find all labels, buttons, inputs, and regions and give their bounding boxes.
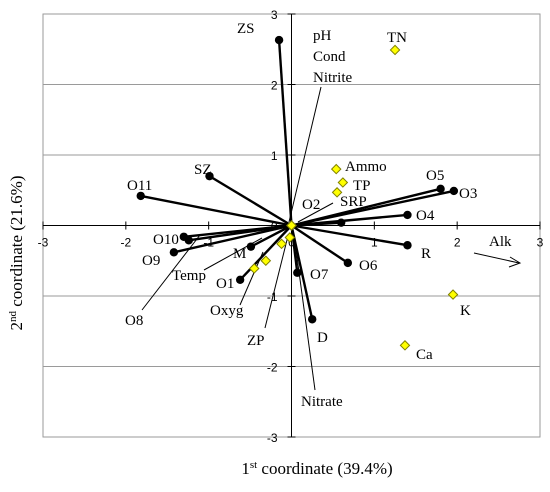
site-vector-r [291,224,408,247]
point-label-k: K [460,303,471,319]
point-label-ca: Ca [416,347,433,363]
variable-marker-tp [337,177,349,188]
leader-line-zp [264,235,289,329]
y-axis-title: 2nd coordinate (21.6%) [7,176,26,331]
point-label-o5: O5 [426,168,444,184]
site-point-r [403,241,412,250]
data-points [136,35,459,351]
leader-line-srp [297,202,334,223]
site-point-o8 [184,236,193,245]
y-tick-label: 1 [271,149,278,163]
y-tick-label: -3 [267,431,278,445]
point-label-m: M [233,246,246,262]
point-label-o3: O3 [459,186,477,202]
point-label-o6: O6 [359,258,378,274]
site-point-o7 [293,268,302,277]
leader-lines [141,86,334,391]
variable-marker-nitrate [284,232,296,243]
site-point-o11 [136,191,145,201]
point-label-o9: O9 [142,253,160,269]
point-label-o8: O8 [125,313,143,329]
point-label-o10: O10 [153,232,179,248]
x-tick-label: -2 [120,236,131,250]
variable-marker-tn [389,44,401,56]
site-vector-m [250,224,293,248]
site-vector-o4 [291,213,408,227]
alk-arrow-shaft [473,252,520,264]
site-point-sz [205,171,214,181]
point-label-sz: SZ [194,162,212,178]
x-tick-label: 3 [537,236,544,250]
site-vector-d [290,225,314,320]
leader-line-nitrate [293,234,316,391]
point-label-nitrate: Nitrate [301,394,343,410]
y-tick-label: -2 [267,361,278,375]
site-vector-o11 [140,194,292,227]
site-vector-sz [208,175,293,227]
point-label-o4: O4 [416,208,435,224]
x-tick-label: 0 [288,236,295,250]
point-label-o11: O11 [127,178,152,194]
point-label-zs: ZS [237,21,255,37]
y-tick-label: 2 [271,79,278,93]
site-vector-o3 [291,189,455,227]
variable-marker-ca [399,340,411,351]
site-vector-o9 [173,224,292,254]
point-label-oxyg: Oxyg [210,303,244,319]
point-label-ammo: Ammo [345,159,387,175]
point-label-tn: TN [387,30,407,46]
point-label-cond: Cond [313,49,346,65]
variable-marker-zp [260,255,272,267]
point-labels: ZS SZ O11 O10 O9 O8 M O1 O7 D O6 O2 O4 O5 O3 R TN Ammo TPS… [125,21,522,410]
point-label-nitrite: Nitrite [313,70,352,86]
site-vectors [140,40,455,320]
site-vector-o1 [239,224,293,281]
site-point-m [246,242,256,251]
alk-label: Alk [489,234,512,250]
variable-marker-ammo [330,163,342,175]
point-label-temp: Temp [172,268,206,284]
point-label-r: R [421,246,431,262]
point-label-o1: O1 [216,276,234,292]
point-label-d: D [317,330,328,346]
variable-marker-nitrite [286,220,297,231]
site-point-zs [274,35,284,45]
site-vector-zs [277,40,293,226]
x-tick-label: 2 [454,236,461,250]
point-label-tp: TP [353,178,371,194]
site-point-o1 [235,275,245,284]
variable-marker-k [447,289,459,300]
site-point-o5 [436,184,445,194]
y-tick-label: 3 [271,8,278,22]
x-axis-title: 1st coordinate (39.4%) [241,459,392,478]
x-tick-label: -3 [38,236,49,250]
point-label-o7: O7 [310,267,329,283]
site-vector-o6 [290,224,349,264]
point-label-zp: ZP [247,333,265,349]
site-point-o4 [403,210,412,220]
point-label-ph: pH [313,28,332,44]
site-point-o9 [169,248,179,257]
alk-arrow-head [508,256,522,268]
x-tick-label: -1 [203,236,214,250]
variable-marker-temp [276,238,287,250]
site-point-o6 [343,258,353,268]
leader-line-ph [288,86,322,223]
variable-marker-oxyg [248,263,260,274]
x-tick-label: 1 [371,236,378,250]
point-label-srp: SRP [340,194,367,210]
variable-marker-srp [331,187,343,198]
site-vector-o8 [188,224,292,242]
site-point-o2 [337,218,346,227]
site-point-o3 [449,186,459,196]
site-point-d [308,315,317,324]
point-label-o2: O2 [302,197,320,213]
